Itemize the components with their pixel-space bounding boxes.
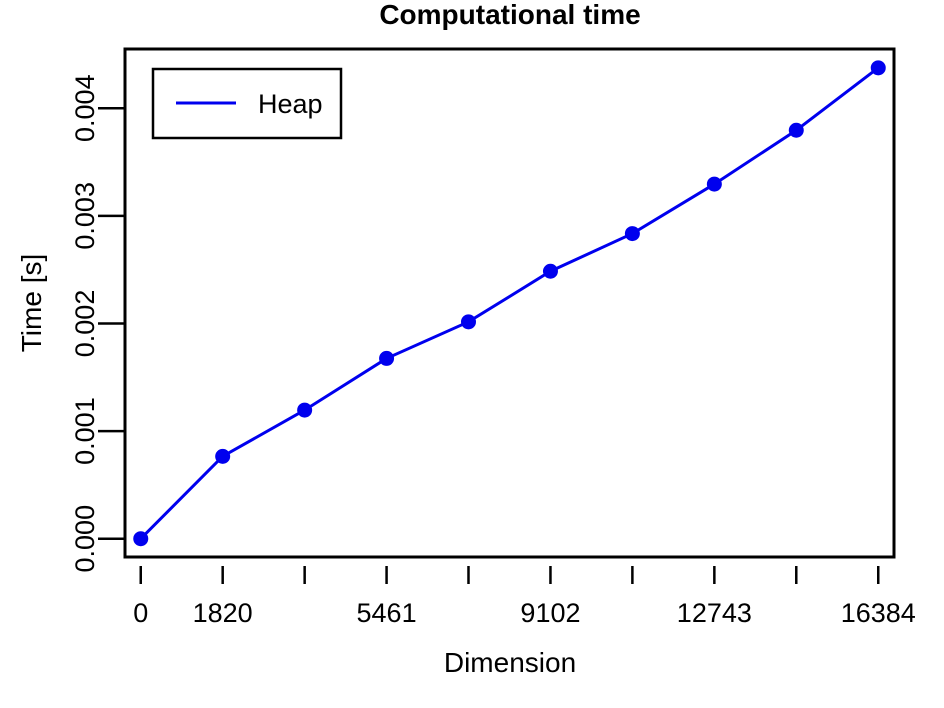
x-tick-label: 12743 <box>677 598 752 628</box>
series-layer <box>133 60 886 547</box>
y-axis: 0.000 0.001 0.002 0.003 0.004 <box>70 74 125 572</box>
y-tick-label: 0.000 <box>70 505 100 573</box>
legend: Heap <box>151 67 343 140</box>
x-axis-label: Dimension <box>444 647 576 678</box>
data-point <box>542 263 558 279</box>
plot-frame <box>123 47 896 559</box>
y-tick-label: 0.004 <box>70 74 100 142</box>
y-axis-label: Time [s] <box>16 254 47 353</box>
x-tick-label: 5461 <box>357 598 417 628</box>
data-point <box>297 402 313 418</box>
series-line <box>139 66 880 540</box>
legend-label-heap: Heap <box>258 89 323 119</box>
y-tick-label: 0.003 <box>70 182 100 250</box>
x-tick-label: 0 <box>133 598 148 628</box>
y-tick-label: 0.002 <box>70 290 100 358</box>
data-point <box>215 448 231 464</box>
data-point <box>706 176 722 192</box>
data-point <box>379 350 395 366</box>
chart-title: Computational time <box>379 0 640 30</box>
y-tick-label: 0.001 <box>70 397 100 465</box>
data-point <box>460 314 476 330</box>
x-tick-label: 1820 <box>193 598 253 628</box>
x-axis: 0 1820 5461 9102 12743 16384 <box>133 566 916 628</box>
data-point <box>133 531 149 547</box>
x-tick-label: 9102 <box>520 598 580 628</box>
data-point <box>870 60 886 76</box>
x-tick-label: 16384 <box>841 598 916 628</box>
data-point <box>788 122 804 138</box>
data-point <box>624 226 640 242</box>
